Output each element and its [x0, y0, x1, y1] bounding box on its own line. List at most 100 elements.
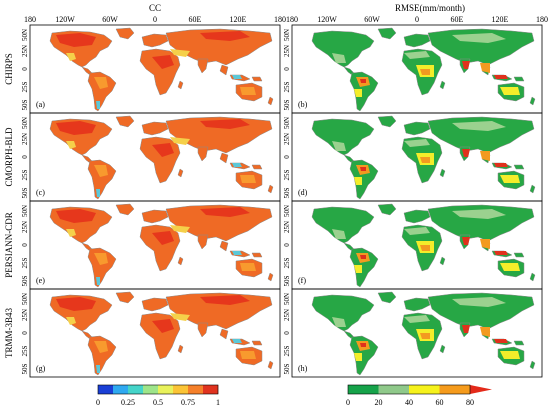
rmse-map-panel: 50N 25N 0 25S 50S (d) [283, 112, 543, 202]
latitude-label: 50S [21, 187, 29, 198]
value-region [360, 255, 366, 259]
value-region [360, 79, 366, 83]
latitude-label: 50S [21, 275, 29, 286]
value-region [462, 61, 470, 69]
value-region [480, 327, 490, 337]
longitude-label: 120W [317, 15, 337, 24]
value-region [354, 265, 362, 273]
value-region [200, 31, 250, 41]
value-region [404, 51, 430, 59]
longitude-label: 180 [24, 15, 36, 24]
latitude-label: 0 [21, 67, 29, 71]
value-region [494, 75, 508, 79]
value-region [354, 353, 362, 361]
value-region [200, 295, 250, 305]
colorbar-swatch [409, 385, 440, 394]
colorbar-tick-label: 0.5 [153, 398, 163, 407]
colorbar-swatch [158, 385, 174, 394]
value-region [462, 237, 470, 245]
value-region [56, 209, 96, 223]
value-region [56, 297, 96, 311]
latitude-label: 25N [21, 133, 29, 145]
latitude-label: 25S [283, 81, 291, 92]
latitude-label: 50S [283, 187, 291, 198]
panel-frame [291, 288, 543, 378]
longitude-label: 180 [274, 15, 286, 24]
latitude-label: 0 [283, 243, 291, 247]
panel-label: (a) [36, 100, 45, 109]
value-region [170, 313, 190, 321]
colorbar-tick-label: 0 [346, 398, 350, 407]
value-region [494, 163, 508, 167]
value-region [170, 49, 190, 57]
product-label: PERSIANN-CDR [4, 212, 14, 278]
latitude-label: 50S [283, 99, 291, 110]
value-region [500, 87, 520, 95]
latitude-label: 50N [283, 293, 291, 305]
value-region [66, 141, 76, 149]
value-region [452, 209, 506, 219]
value-region [480, 63, 490, 73]
value-region [500, 351, 520, 359]
value-region [170, 225, 190, 233]
value-region [452, 121, 506, 131]
latitude-label: 25S [21, 345, 29, 356]
latitude-label: 50S [21, 99, 29, 110]
value-region [332, 141, 346, 151]
latitude-label: 0 [283, 331, 291, 335]
product-label: TRMM-3B43 [4, 308, 14, 359]
rmse-map-panel: 50N 25N 0 25S 50S (f) [283, 200, 543, 290]
value-region [170, 137, 190, 145]
rmse-map-panel: 50N 25N 0 25S 50S (h) [283, 288, 543, 378]
value-region [152, 55, 174, 69]
cc-column-title: CC [149, 3, 161, 13]
latitude-label: 25N [283, 221, 291, 233]
latitude-label: 25N [21, 45, 29, 57]
colorbar-swatch [98, 385, 114, 394]
value-region [232, 163, 242, 167]
cc-longitude-labels: 180 120W 60W 0 60E 120E 180 [24, 15, 286, 24]
longitude-label: 0 [415, 15, 419, 24]
value-region [200, 207, 250, 217]
longitude-label: 60E [451, 15, 464, 24]
longitude-label: 60W [102, 15, 118, 24]
value-region [404, 139, 430, 147]
value-region [480, 151, 490, 161]
latitude-label: 25S [283, 345, 291, 356]
value-region [354, 177, 362, 185]
colorbar-tick-label: 20 [375, 398, 383, 407]
panel-label: (c) [36, 188, 45, 197]
value-region [462, 149, 470, 157]
latitude-label: 50S [21, 363, 29, 374]
value-region [420, 333, 430, 339]
latitude-label: 50N [21, 205, 29, 217]
latitude-label: 0 [21, 155, 29, 159]
colorbar-tick-label: 80 [466, 398, 474, 407]
latitude-label: 0 [283, 155, 291, 159]
longitude-label: 180 [286, 15, 298, 24]
latitude-label: 50N [283, 29, 291, 41]
product-label: CHIRPS [4, 53, 14, 85]
colorbar-swatch [203, 385, 219, 394]
value-region [152, 143, 174, 157]
latitude-label: 50S [283, 275, 291, 286]
value-region [420, 245, 430, 251]
value-region [96, 277, 100, 285]
value-region [500, 263, 520, 271]
latitude-label: 25N [283, 309, 291, 321]
value-region [66, 317, 76, 325]
colorbar-tick-label: 0.25 [121, 398, 135, 407]
value-region [56, 121, 96, 135]
panel-label: (b) [298, 100, 308, 109]
value-region [152, 319, 174, 333]
colorbar-swatch [348, 385, 379, 394]
value-region [240, 87, 256, 95]
rmse-longitude-labels: 180 120W 60W 0 60E 120E 180 [286, 15, 548, 24]
value-region [232, 75, 242, 79]
value-region [232, 339, 242, 343]
value-region [452, 33, 506, 43]
value-region [200, 119, 250, 129]
latitude-label: 50N [283, 117, 291, 129]
colorbar-tick-label: 1 [216, 398, 220, 407]
